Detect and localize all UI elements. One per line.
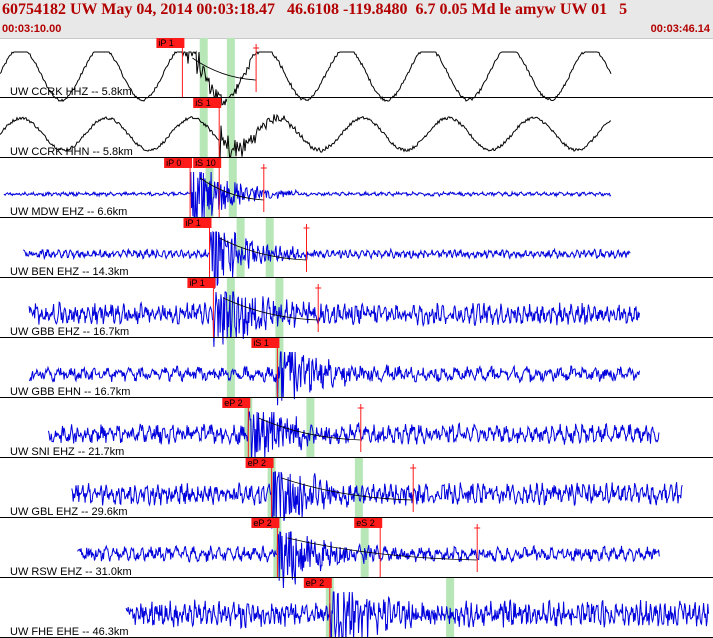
arrival-band [226, 278, 235, 338]
waveform-trace [3, 171, 612, 225]
trace-row[interactable]: iP 1 UW GBB EHZ -- 16.7km [0, 278, 713, 347]
pick-flag[interactable] [303, 578, 332, 588]
pick-label: eP 2 [306, 578, 324, 588]
pick-flag[interactable] [251, 518, 280, 528]
waveform-trace [22, 230, 631, 290]
station-label: UW SNI EHZ -- 21.7km [10, 446, 124, 458]
pick-flag[interactable] [251, 338, 280, 348]
waveform-trace [125, 591, 709, 638]
station-label: UW RSW EHZ -- 31.0km [10, 566, 132, 578]
waveform-trace [28, 351, 640, 406]
trace-row[interactable]: iP 1 UW CCRK HHZ -- 5.8km [0, 38, 713, 106]
waveform-panel[interactable]: iP 1 UW CCRK HHZ -- 5.8km iS 1 UW CCRK HHN … [0, 38, 713, 638]
arrival-band [199, 98, 208, 158]
waveform-trace [0, 113, 612, 162]
time-start-label: 00:03:10.00 [2, 23, 62, 35]
pick-label: iP 1 [158, 38, 173, 48]
pick-label: iP 0 [166, 158, 181, 168]
time-end-label: 00:03:46.14 [650, 23, 710, 35]
station-label: UW MDW EHZ -- 6.6km [10, 206, 127, 218]
waveform-trace [0, 50, 612, 106]
station-label: UW GBB EHN -- 16.7km [10, 386, 130, 398]
pick-label: iS 10 [195, 158, 216, 168]
coda-curve [199, 177, 264, 201]
trace-row[interactable]: eP 2 UW FHE EHE -- 46.3km [0, 578, 713, 638]
waveform-trace [77, 531, 660, 589]
station-label: UW FHE EHE -- 46.3km [10, 626, 129, 638]
arrival-band [360, 518, 369, 578]
station-label: UW CCRK HHZ -- 5.8km [10, 86, 132, 98]
event-title: 60754182 UW May 04, 2014 00:03:18.47 46.… [2, 1, 628, 18]
coda-curve [287, 537, 478, 561]
station-label: UW GBL EHZ -- 29.6km [10, 506, 128, 518]
station-label: UW CCRK HHN -- 5.8km [10, 146, 133, 158]
pick-flag[interactable] [187, 278, 216, 288]
pick-label: eP 2 [248, 458, 266, 468]
coda-curve [219, 237, 307, 261]
arrival-band [226, 98, 235, 158]
pick-flag[interactable] [222, 398, 251, 408]
arrival-band [354, 458, 363, 518]
trace-row[interactable]: eP 2 UW SNI EHZ -- 21.7km [0, 398, 713, 463]
pick-label: iS 1 [253, 338, 269, 348]
arrival-band [265, 218, 274, 278]
coda-curve [223, 297, 319, 321]
waveform-trace [28, 291, 640, 347]
pick-label: iS 1 [195, 98, 211, 108]
arrival-band [226, 338, 235, 398]
pick-flag[interactable] [164, 158, 193, 168]
trace-row[interactable]: eP 2 eS 2 UW RSW EHZ -- 31.0km [0, 518, 713, 589]
trace-row[interactable]: iP 1 UW BEN EHZ -- 14.3km [0, 218, 713, 290]
pick-flag[interactable] [156, 38, 185, 48]
pick-flag[interactable] [193, 158, 222, 168]
station-label: UW GBB EHZ -- 16.7km [10, 326, 129, 338]
trace-row[interactable]: iS 1 UW CCRK HHN -- 5.8km [0, 98, 713, 162]
waveform-trace [48, 411, 660, 463]
trace-row[interactable]: iP 0 iS 10 UW MDW EHZ -- 6.6km [0, 158, 713, 225]
arrival-band [228, 158, 237, 218]
trace-row[interactable]: iS 1 UW GBB EHN -- 16.7km [0, 338, 713, 406]
arrival-band [226, 38, 235, 98]
coda-curve [281, 477, 414, 501]
pick-label: eS 2 [356, 518, 375, 528]
pick-label: iP 1 [189, 278, 204, 288]
pick-flag[interactable] [193, 98, 222, 108]
arrival-band [236, 218, 245, 278]
pick-flag[interactable] [354, 518, 383, 528]
trace-row[interactable]: eP 2 UW GBL EHZ -- 29.6km [0, 458, 713, 530]
pick-label: eP 2 [253, 518, 271, 528]
waveform-trace [71, 471, 683, 530]
coda-curve [192, 57, 257, 81]
pick-label: iP 1 [186, 218, 201, 228]
coda-curve [258, 417, 361, 441]
pick-flag[interactable] [183, 218, 212, 228]
station-label: UW BEN EHZ -- 14.3km [10, 266, 129, 278]
pick-flag[interactable] [245, 458, 274, 468]
event-header: 60754182 UW May 04, 2014 00:03:18.47 46.… [0, 0, 713, 39]
pick-label: eP 2 [224, 398, 242, 408]
